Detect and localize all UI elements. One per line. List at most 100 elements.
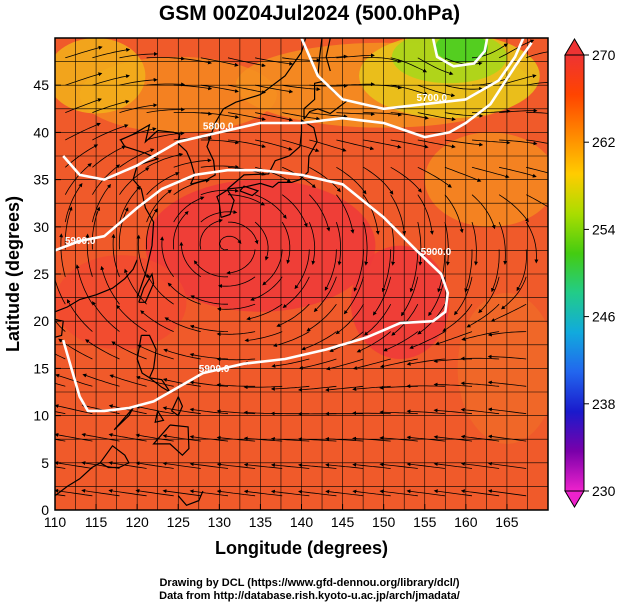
streamline <box>272 331 310 347</box>
streamline <box>92 145 126 168</box>
streamline <box>433 462 473 469</box>
streamline <box>172 210 189 250</box>
streamline <box>55 461 93 469</box>
streamline <box>401 276 419 317</box>
streamline <box>391 304 419 336</box>
contour-label: 5800.0 <box>203 122 234 133</box>
streamline <box>199 218 223 250</box>
y-tick-label: 40 <box>33 124 49 140</box>
streamline <box>146 172 180 195</box>
streamline <box>64 163 92 195</box>
streamline <box>298 463 337 469</box>
x-tick-label: 115 <box>85 514 108 530</box>
streamline <box>91 206 101 250</box>
streamline <box>326 358 364 371</box>
streamline <box>254 194 287 219</box>
coastline <box>113 407 134 431</box>
streamline <box>390 139 429 149</box>
streamline <box>116 304 147 332</box>
streamline <box>444 139 484 147</box>
streamline <box>460 461 500 469</box>
streamline <box>216 462 256 469</box>
streamline <box>444 84 484 91</box>
streamline <box>435 331 473 346</box>
streamline <box>487 354 527 360</box>
streamline <box>336 112 375 117</box>
colorbar-label: 270 <box>592 47 616 63</box>
streamline <box>254 166 292 183</box>
streamline <box>417 112 456 121</box>
contour-label: 5700.0 <box>417 93 448 104</box>
y-tick-label: 20 <box>33 313 49 329</box>
streamline <box>487 461 527 469</box>
colorbar: 270 262 254 246 238 230 <box>564 38 616 508</box>
streamline <box>454 276 473 316</box>
streamline <box>270 463 310 469</box>
streamline <box>309 54 348 59</box>
streamline <box>92 99 130 113</box>
field-region <box>435 38 489 63</box>
streamline <box>243 385 283 390</box>
y-tick-label: 25 <box>33 266 49 282</box>
streamline <box>433 408 473 415</box>
colorbar-lower-arrow <box>564 490 585 508</box>
streamline <box>444 194 464 234</box>
streamline <box>437 249 446 293</box>
streamline <box>146 107 186 113</box>
streamline <box>55 382 66 387</box>
streamline <box>294 249 310 290</box>
streamline <box>471 194 496 230</box>
streamline <box>55 353 66 360</box>
coastline <box>239 185 260 197</box>
streamline <box>406 358 445 366</box>
coastline <box>99 444 130 469</box>
streamline <box>308 221 316 265</box>
streamline <box>255 84 294 94</box>
x-tick-label: 130 <box>208 514 232 530</box>
streamline <box>406 462 445 469</box>
streamline <box>85 339 120 360</box>
streamline <box>433 489 473 497</box>
coastline <box>325 38 331 72</box>
colorbar-label: 262 <box>592 134 616 150</box>
streamline <box>92 301 120 332</box>
coastline <box>170 396 184 417</box>
streamline <box>137 344 174 360</box>
coastline <box>190 38 307 185</box>
x-axis-label: Longitude (degrees) <box>215 538 388 558</box>
streamline <box>498 39 535 59</box>
colorbar-label: 238 <box>592 396 616 412</box>
streamline <box>109 374 147 387</box>
x-tick-label: 125 <box>167 514 191 530</box>
streamline <box>270 489 310 497</box>
streamline <box>390 222 396 266</box>
streamline <box>118 207 129 250</box>
streamline <box>325 385 364 392</box>
streamline <box>189 434 229 442</box>
streamline <box>243 489 283 497</box>
streamline <box>162 434 201 442</box>
streamline <box>146 189 172 223</box>
streamline <box>65 98 102 113</box>
streamline <box>55 277 66 305</box>
streamline <box>383 331 419 352</box>
streamline <box>189 407 229 415</box>
streamline <box>216 489 256 497</box>
streamline <box>65 72 103 86</box>
streamline <box>200 112 240 119</box>
streamline <box>55 493 66 497</box>
streamline <box>363 194 380 235</box>
streamline <box>163 348 201 360</box>
streamline <box>526 139 548 144</box>
streamline <box>352 385 391 392</box>
streamline <box>216 331 256 337</box>
streamline <box>282 84 321 92</box>
streamline <box>216 409 256 415</box>
streamline <box>498 221 508 265</box>
streamline <box>460 489 500 497</box>
x-tick-label: 135 <box>249 514 273 530</box>
streamline <box>135 461 174 469</box>
streamline <box>336 82 375 87</box>
streamline <box>146 208 158 250</box>
